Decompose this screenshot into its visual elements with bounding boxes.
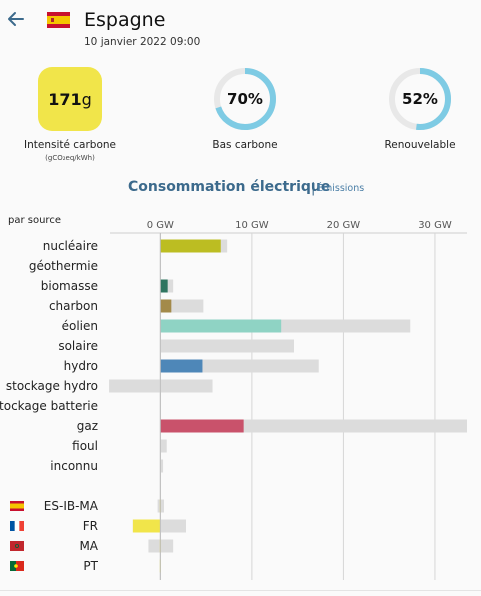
x-tick-label: 0 GW <box>147 220 174 231</box>
flag-morocco-icon <box>10 541 24 551</box>
datetime-label: 10 janvier 2022 09:00 <box>84 36 201 48</box>
production-bar <box>160 319 282 333</box>
flag-spain-icon <box>10 501 24 511</box>
renewable-value: 52% <box>402 90 438 108</box>
production-bar <box>160 279 168 293</box>
production-bar <box>160 359 203 373</box>
renewable-label: Renouvelable <box>384 139 456 151</box>
back-arrow-icon[interactable] <box>6 9 26 29</box>
carbon-intensity-unit-label: (gCO₂eq/kWh) <box>45 154 95 162</box>
renewable-gauge <box>389 68 451 130</box>
capacity-bar <box>160 439 167 453</box>
carbon-intensity-badge: 171 g <box>38 67 102 131</box>
exchange-bar <box>132 519 161 533</box>
source-label: gaz <box>77 419 98 433</box>
carbon-intensity-unit: g <box>81 89 92 109</box>
source-label: stockage batterie <box>0 399 98 413</box>
tab-separator: | <box>311 181 316 196</box>
carbon-intensity-label: Intensité carbone <box>23 139 116 151</box>
low-carbon-gauge <box>214 68 276 130</box>
zone-title: Espagne <box>84 9 166 31</box>
source-label: inconnu <box>50 459 98 473</box>
capacity-bar <box>160 339 294 353</box>
low-carbon-value: 70% <box>227 90 263 108</box>
production-bar <box>160 299 172 313</box>
production-chart: 0 GW 10 GW 20 GW 30 GW nucléaire géothermie bi… <box>0 220 467 580</box>
source-label: biomasse <box>41 279 98 293</box>
consumption-tab[interactable]: Consommation électrique <box>128 179 331 195</box>
low-carbon-label: Bas carbone <box>212 139 278 151</box>
source-label: solaire <box>58 339 98 353</box>
source-label: stockage hydro <box>6 379 98 393</box>
source-label: charbon <box>49 299 98 313</box>
x-tick-label: 20 GW <box>327 220 361 231</box>
production-bar <box>160 239 221 253</box>
source-label: hydro <box>64 359 98 373</box>
production-bar <box>160 419 244 433</box>
exchange-label: MA <box>79 539 98 553</box>
flag-france-icon <box>10 521 24 531</box>
source-label: nucléaire <box>43 239 98 253</box>
flag-spain-icon <box>47 12 70 28</box>
chart-subtitle: par source <box>8 215 61 226</box>
x-tick-label: 10 GW <box>235 220 269 231</box>
exchange-label: ES-IB-MA <box>44 499 99 513</box>
carbon-intensity-value: 171 <box>48 89 82 109</box>
capacity-bar <box>160 459 164 473</box>
emissions-tab[interactable]: Émissions <box>317 183 365 194</box>
exchange-label: FR <box>83 519 98 533</box>
x-tick-label: 30 GW <box>418 220 452 231</box>
flag-portugal-icon <box>10 561 24 571</box>
source-label: fioul <box>72 439 98 453</box>
source-label: éolien <box>62 319 98 333</box>
source-label: géothermie <box>29 259 98 273</box>
bottom-divider <box>0 590 481 591</box>
exchange-label: PT <box>83 559 98 573</box>
